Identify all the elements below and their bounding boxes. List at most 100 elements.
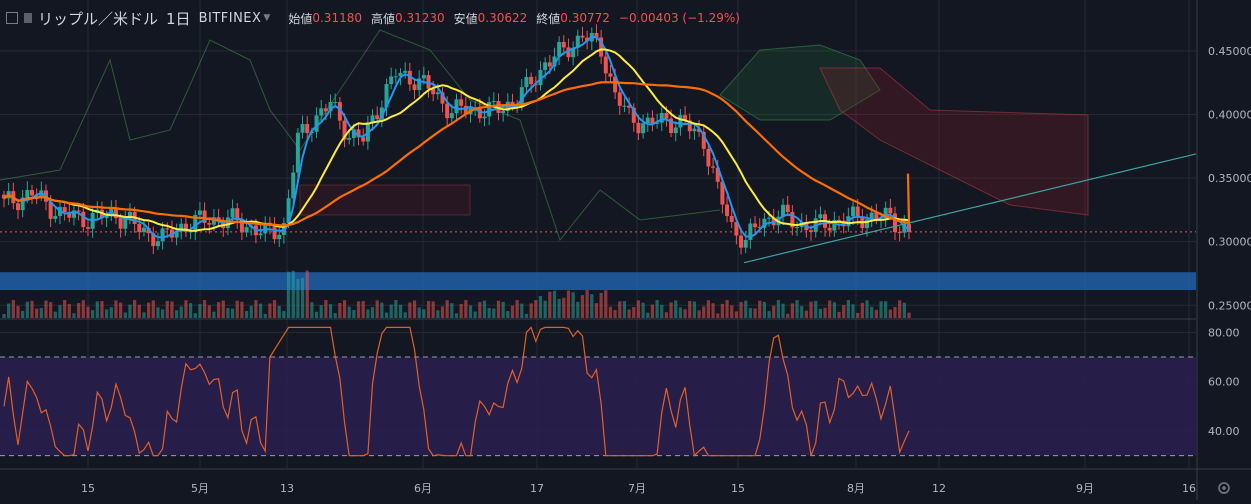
high-value: 0.31230 bbox=[395, 11, 445, 25]
volume-bar bbox=[296, 278, 300, 318]
candle-body bbox=[193, 214, 198, 232]
volume-bar bbox=[216, 302, 221, 318]
candle-body bbox=[851, 206, 856, 217]
time-tick-label: 12 bbox=[932, 482, 946, 495]
volume-bar bbox=[95, 301, 99, 318]
candle-body bbox=[631, 107, 636, 123]
candle-body bbox=[155, 241, 160, 247]
volume-bar bbox=[328, 304, 333, 318]
volume-bar bbox=[221, 300, 225, 318]
volume-bar bbox=[426, 301, 431, 318]
volume-bar bbox=[510, 305, 515, 318]
rsi-tick-label: 60.00 bbox=[1208, 376, 1240, 389]
volume-bar bbox=[235, 300, 239, 318]
symbol-name[interactable]: リップル／米ドル bbox=[38, 9, 159, 28]
candle-body bbox=[417, 78, 422, 90]
candle-body bbox=[645, 117, 650, 124]
candle-body bbox=[781, 204, 786, 217]
volume-bar bbox=[100, 301, 104, 318]
candlesticks[interactable] bbox=[2, 24, 911, 255]
volume-bar bbox=[370, 307, 375, 318]
volume-bar bbox=[753, 308, 757, 318]
candle-body bbox=[501, 110, 506, 113]
candle-body bbox=[790, 211, 795, 228]
interval-label[interactable]: 1日 bbox=[166, 9, 191, 28]
volume-bar bbox=[165, 301, 169, 318]
volume-bar bbox=[272, 300, 277, 318]
candle-body bbox=[855, 206, 860, 218]
candle-body bbox=[767, 217, 772, 219]
settings-gear-icon[interactable] bbox=[1218, 482, 1230, 494]
candle-body bbox=[636, 122, 641, 134]
candle-body bbox=[459, 99, 464, 106]
candle-body bbox=[403, 70, 408, 73]
time-tick-label: 8月 bbox=[847, 482, 865, 495]
candle-body bbox=[683, 115, 688, 121]
volume-bar bbox=[879, 301, 883, 318]
candle-body bbox=[837, 219, 842, 221]
candle-body bbox=[25, 190, 30, 198]
volume-bar bbox=[333, 313, 337, 318]
candle-body bbox=[370, 115, 375, 123]
volume-bar bbox=[515, 300, 519, 318]
candle-body bbox=[617, 92, 622, 106]
volume-bar bbox=[53, 311, 57, 318]
volume-bar bbox=[613, 309, 617, 318]
candle-body bbox=[127, 211, 132, 219]
chevron-down-icon[interactable]: ▼ bbox=[263, 13, 271, 23]
volume-bar bbox=[482, 300, 487, 318]
candle-body bbox=[356, 129, 361, 138]
candle-body bbox=[720, 181, 725, 205]
volume-bar bbox=[30, 300, 34, 318]
volume-bar bbox=[77, 303, 81, 318]
volume-bar bbox=[305, 270, 309, 318]
time-axis[interactable]: 15 5月 13 6月 17 7月 15 8月 12 9月 16 bbox=[81, 482, 1196, 495]
volume-bar bbox=[291, 270, 295, 318]
candle-body bbox=[281, 223, 286, 235]
trendline[interactable] bbox=[743, 153, 1197, 264]
volume-bar bbox=[706, 300, 711, 318]
chart-toggle-icon[interactable] bbox=[6, 12, 18, 24]
candle-body bbox=[48, 201, 53, 219]
candle-body bbox=[375, 115, 380, 120]
candle-body bbox=[449, 113, 454, 119]
candle-body bbox=[53, 215, 58, 219]
volume-bar bbox=[352, 310, 356, 318]
price-tick-label: 0.35000 bbox=[1208, 172, 1251, 185]
rsi-band bbox=[0, 357, 1196, 456]
volume-bar bbox=[436, 310, 440, 318]
volume-bar bbox=[454, 313, 459, 318]
volume-bar bbox=[571, 292, 575, 318]
volume-bar bbox=[576, 301, 580, 318]
volume-bar bbox=[398, 304, 403, 318]
volume-bar bbox=[58, 305, 62, 318]
volume-bar bbox=[193, 313, 197, 318]
series-color-icon[interactable] bbox=[24, 13, 32, 23]
candle-body bbox=[179, 223, 184, 231]
price-tick-label: 0.45000 bbox=[1208, 45, 1251, 58]
volume-bar bbox=[67, 304, 71, 318]
change-value: −0.00403 (−1.29%) bbox=[618, 11, 740, 25]
volume-bar bbox=[128, 304, 132, 318]
volume-bar bbox=[599, 292, 603, 318]
candle-body bbox=[883, 207, 888, 219]
moving-averages bbox=[3, 35, 911, 239]
candle-body bbox=[151, 233, 156, 247]
volume-bar bbox=[730, 305, 734, 318]
volume-bar bbox=[622, 301, 627, 318]
low-label: 安値 bbox=[453, 11, 478, 26]
candle-body bbox=[725, 204, 730, 216]
volume-bar bbox=[300, 277, 305, 318]
price-axis[interactable]: 0.45000 0.40000 0.35000 0.30000 0.25000 80.00… bbox=[1208, 45, 1251, 438]
candle-body bbox=[594, 32, 599, 38]
candle-body bbox=[85, 227, 90, 229]
candle-body bbox=[197, 210, 202, 215]
exchange-label[interactable]: BITFINEX bbox=[198, 10, 262, 26]
volume-bar bbox=[590, 294, 594, 318]
cloud-bearish bbox=[299, 184, 471, 216]
candle-body bbox=[286, 198, 291, 224]
volume-bar bbox=[161, 309, 165, 318]
candle-body bbox=[440, 92, 445, 104]
candle-body bbox=[706, 148, 711, 167]
